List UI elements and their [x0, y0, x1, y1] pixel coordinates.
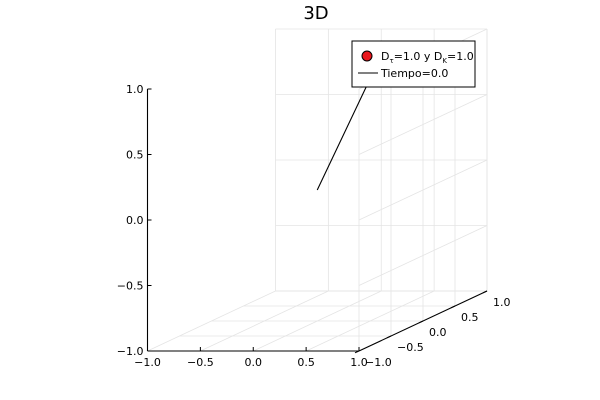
grid-line-backwall-z: [358, 159, 488, 221]
z-tick-label: −1.0: [117, 345, 144, 358]
chart-title: 3D: [303, 3, 328, 24]
y-tick-label: −1.0: [365, 356, 392, 369]
axes: [146, 88, 488, 354]
legend-label-line: Tiempo=0.0: [380, 67, 448, 80]
series-line: [316, 82, 369, 191]
z-tick-label: −0.5: [117, 280, 144, 293]
y-tick-label: −0.5: [397, 341, 424, 354]
y-tick-mark: [450, 305, 456, 309]
legend-text: =1.0 y D: [394, 50, 443, 63]
z-tick-label: 0.0: [126, 214, 144, 227]
x-tick-label: 1.0: [350, 356, 368, 369]
legend-marker-scatter: [361, 50, 373, 62]
x-tick-label: −1.0: [134, 356, 161, 369]
y-tick-label: 0.0: [429, 326, 447, 339]
y-tick-mark: [386, 335, 392, 339]
y-tick-label: 1.0: [493, 296, 511, 309]
legend-text: D: [381, 50, 389, 63]
x-tick-label: 0.5: [297, 356, 315, 369]
y-tick-mark: [354, 350, 360, 354]
grid-line-floor-x: [305, 290, 435, 352]
y-tick-mark: [482, 290, 488, 294]
x-tick-label: −0.5: [187, 356, 214, 369]
y-tick-mark: [418, 320, 424, 324]
y-tick-label: 0.5: [461, 311, 479, 324]
z-tick-label: 1.0: [126, 83, 144, 96]
legend-text: =1.0: [447, 50, 474, 63]
tick-labels: −1.0 −0.5 0.0 0.5 1.0−1.0−0.50.00.51.0−1.0−0…: [117, 83, 511, 369]
legend-subscript: K: [442, 57, 447, 65]
legend-subscript: τ: [389, 57, 393, 65]
legend-box: [351, 40, 476, 88]
z-tick-label: 0.5: [126, 149, 144, 162]
x-tick-label: 0.0: [245, 356, 263, 369]
legend-label-scatter: Dτ=1.0 y DK=1.0: [381, 50, 474, 65]
legend: Dτ=1.0 y DK=1.0 Tiempo=0.0: [351, 40, 476, 88]
grid-lines: [147, 28, 488, 352]
grid-line-backwall-z: [358, 94, 488, 155]
